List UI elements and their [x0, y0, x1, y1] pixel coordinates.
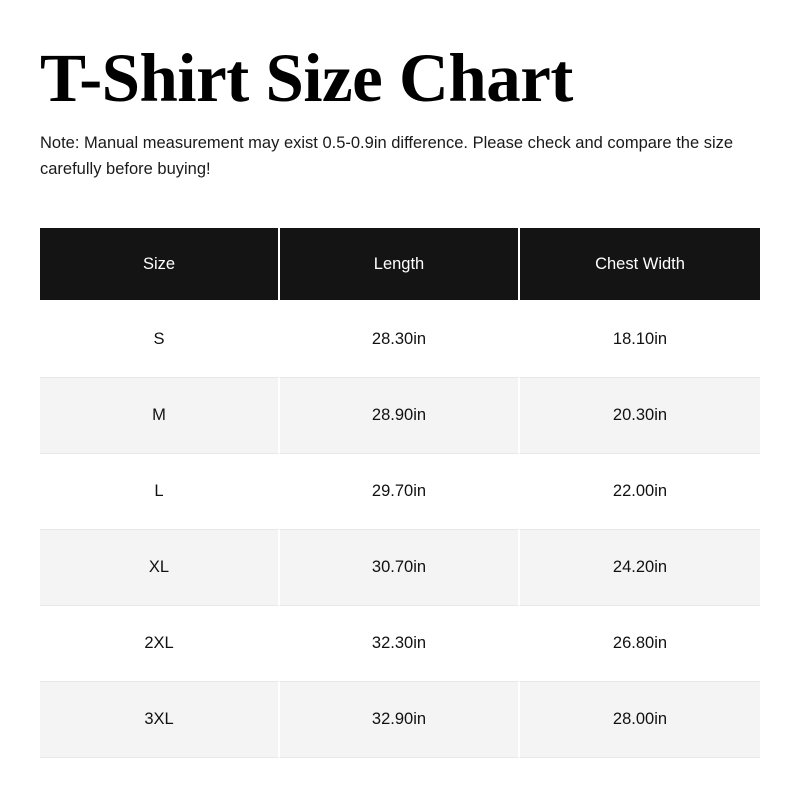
table-row: M 28.90in 20.30in: [40, 378, 760, 454]
size-table-container: Size Length Chest Width S 28.30in 18.10i…: [40, 228, 760, 758]
cell-size: L: [40, 454, 280, 530]
size-chart-table: Size Length Chest Width S 28.30in 18.10i…: [40, 228, 760, 758]
table-row: S 28.30in 18.10in: [40, 302, 760, 378]
cell-size: 3XL: [40, 682, 280, 758]
cell-length: 29.70in: [280, 454, 520, 530]
column-header-length: Length: [280, 228, 520, 302]
column-header-size: Size: [40, 228, 280, 302]
cell-chest-width: 22.00in: [520, 454, 760, 530]
cell-chest-width: 26.80in: [520, 606, 760, 682]
table-row: L 29.70in 22.00in: [40, 454, 760, 530]
table-row: 2XL 32.30in 26.80in: [40, 606, 760, 682]
cell-size: S: [40, 302, 280, 378]
column-header-chest-width: Chest Width: [520, 228, 760, 302]
page-title: T-Shirt Size Chart: [40, 40, 573, 116]
cell-chest-width: 20.30in: [520, 378, 760, 454]
table-body: S 28.30in 18.10in M 28.90in 20.30in L 29…: [40, 302, 760, 758]
table-row: XL 30.70in 24.20in: [40, 530, 760, 606]
cell-chest-width: 18.10in: [520, 302, 760, 378]
cell-size: XL: [40, 530, 280, 606]
cell-chest-width: 28.00in: [520, 682, 760, 758]
cell-length: 28.30in: [280, 302, 520, 378]
table-header-row: Size Length Chest Width: [40, 228, 760, 302]
cell-size: 2XL: [40, 606, 280, 682]
cell-length: 28.90in: [280, 378, 520, 454]
cell-size: M: [40, 378, 280, 454]
table-row: 3XL 32.90in 28.00in: [40, 682, 760, 758]
cell-length: 30.70in: [280, 530, 520, 606]
header-block: T-Shirt Size Chart Note: Manual measurem…: [40, 44, 770, 182]
cell-length: 32.90in: [280, 682, 520, 758]
table-header: Size Length Chest Width: [40, 228, 760, 302]
cell-length: 32.30in: [280, 606, 520, 682]
measurement-note: Note: Manual measurement may exist 0.5-0…: [40, 134, 734, 178]
cell-chest-width: 24.20in: [520, 530, 760, 606]
